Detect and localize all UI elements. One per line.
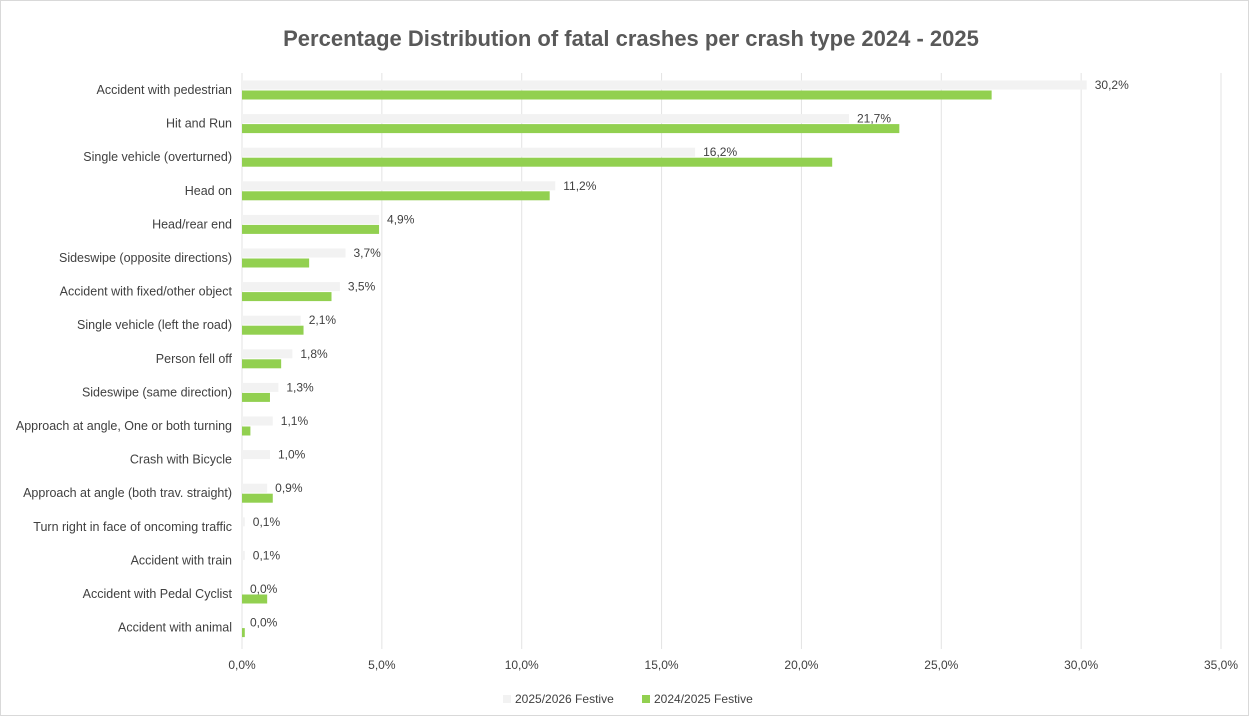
chart-title: Percentage Distribution of fatal crashes… <box>283 26 979 51</box>
category-labels: Accident with pedestrian Hit and Run Singl… <box>16 83 233 635</box>
bar-2025-2026 <box>242 114 849 124</box>
data-label: 4,9% <box>387 212 415 226</box>
bar-2025-2026 <box>242 214 380 224</box>
legend: 2025/2026 Festive 2024/2025 Festive <box>503 692 753 706</box>
data-label: 0,0% <box>250 582 278 596</box>
data-label: 2,1% <box>309 313 337 327</box>
bar-2025-2026 <box>242 483 268 493</box>
category-label: Turn right in face of oncoming traffic <box>33 520 232 534</box>
category-label: Head/rear end <box>152 217 232 231</box>
data-labels: 30,2% 21,7% 16,2% 11,2% 4,9% 3,7% 3,5% 2,1% 1,8%… <box>250 78 1129 630</box>
x-tick-label: 30,0% <box>1064 658 1098 672</box>
data-label: 16,2% <box>703 145 737 159</box>
data-label: 1,1% <box>281 414 309 428</box>
bar-2025-2026 <box>242 282 340 292</box>
category-label: Person fell off <box>156 352 233 366</box>
x-axis-tick-labels: 0,0% 5,0% 10,0% 15,0% 20,0% 25,0% 30,0% 35,0% <box>228 658 1238 672</box>
bar-2024-2025 <box>242 157 833 167</box>
bar-2025-2026 <box>242 147 696 157</box>
bar-2024-2025 <box>242 325 304 335</box>
category-label: Hit and Run <box>166 117 232 131</box>
bar-2025-2026 <box>242 517 245 527</box>
data-label: 3,7% <box>353 246 381 260</box>
bars <box>242 80 1087 638</box>
bar-2025-2026 <box>242 450 270 460</box>
bar-2025-2026 <box>242 349 293 359</box>
bar-2025-2026 <box>242 416 273 426</box>
data-label: 1,3% <box>286 380 314 394</box>
bar-2024-2025 <box>242 392 270 402</box>
data-label: 11,2% <box>563 179 596 193</box>
bar-2024-2025 <box>242 628 245 638</box>
bar-2025-2026 <box>242 248 346 258</box>
data-label: 0,1% <box>253 548 281 562</box>
x-tick-label: 25,0% <box>924 658 958 672</box>
data-label: 1,8% <box>300 347 328 361</box>
data-label: 0,1% <box>253 515 281 529</box>
data-label: 3,5% <box>348 280 376 294</box>
category-label: Single vehicle (left the road) <box>77 318 232 332</box>
bar-2025-2026 <box>242 382 279 392</box>
x-tick-label: 5,0% <box>368 658 396 672</box>
category-label: Accident with Pedal Cyclist <box>83 587 233 601</box>
bar-2024-2025 <box>242 359 282 369</box>
category-label: Accident with pedestrian <box>97 83 233 97</box>
bar-2025-2026 <box>242 181 556 191</box>
x-tick-label: 15,0% <box>645 658 679 672</box>
bar-2024-2025 <box>242 258 310 268</box>
bar-2024-2025 <box>242 594 268 604</box>
bar-2024-2025 <box>242 191 550 201</box>
category-label: Accident with fixed/other object <box>60 285 233 299</box>
bar-2025-2026 <box>242 80 1087 90</box>
bar-2024-2025 <box>242 90 992 100</box>
category-label: Accident with train <box>131 553 232 567</box>
x-tick-label: 20,0% <box>784 658 818 672</box>
legend-swatch-2025-2026 <box>503 695 511 703</box>
bar-2024-2025 <box>242 224 380 234</box>
data-label: 0,9% <box>275 481 303 495</box>
x-tick-label: 35,0% <box>1204 658 1238 672</box>
legend-label-2024-2025: 2024/2025 Festive <box>654 692 753 706</box>
category-label: Approach at angle (both trav. straight) <box>23 486 232 500</box>
bar-2024-2025 <box>242 124 900 134</box>
bar-2024-2025 <box>242 292 332 302</box>
x-tick-label: 0,0% <box>228 658 256 672</box>
category-label: Sideswipe (opposite directions) <box>59 251 232 265</box>
x-tick-label: 10,0% <box>505 658 539 672</box>
category-label: Sideswipe (same direction) <box>82 385 232 399</box>
data-label: 21,7% <box>857 112 891 126</box>
gridlines <box>241 73 1222 649</box>
bar-2025-2026 <box>242 315 301 325</box>
legend-swatch-2024-2025 <box>642 695 650 703</box>
category-label: Single vehicle (overturned) <box>83 150 232 164</box>
legend-label-2025-2026: 2025/2026 Festive <box>515 692 614 706</box>
data-label: 1,0% <box>278 448 306 462</box>
category-label: Crash with Bicycle <box>130 453 232 467</box>
bar-2024-2025 <box>242 493 273 503</box>
category-label: Approach at angle, One or both turning <box>16 419 232 433</box>
data-label: 0,0% <box>250 616 278 630</box>
category-label: Accident with animal <box>118 621 232 635</box>
data-label: 30,2% <box>1095 78 1129 92</box>
bar-2024-2025 <box>242 426 251 436</box>
bar-2025-2026 <box>242 550 245 560</box>
category-label: Head on <box>185 184 232 198</box>
